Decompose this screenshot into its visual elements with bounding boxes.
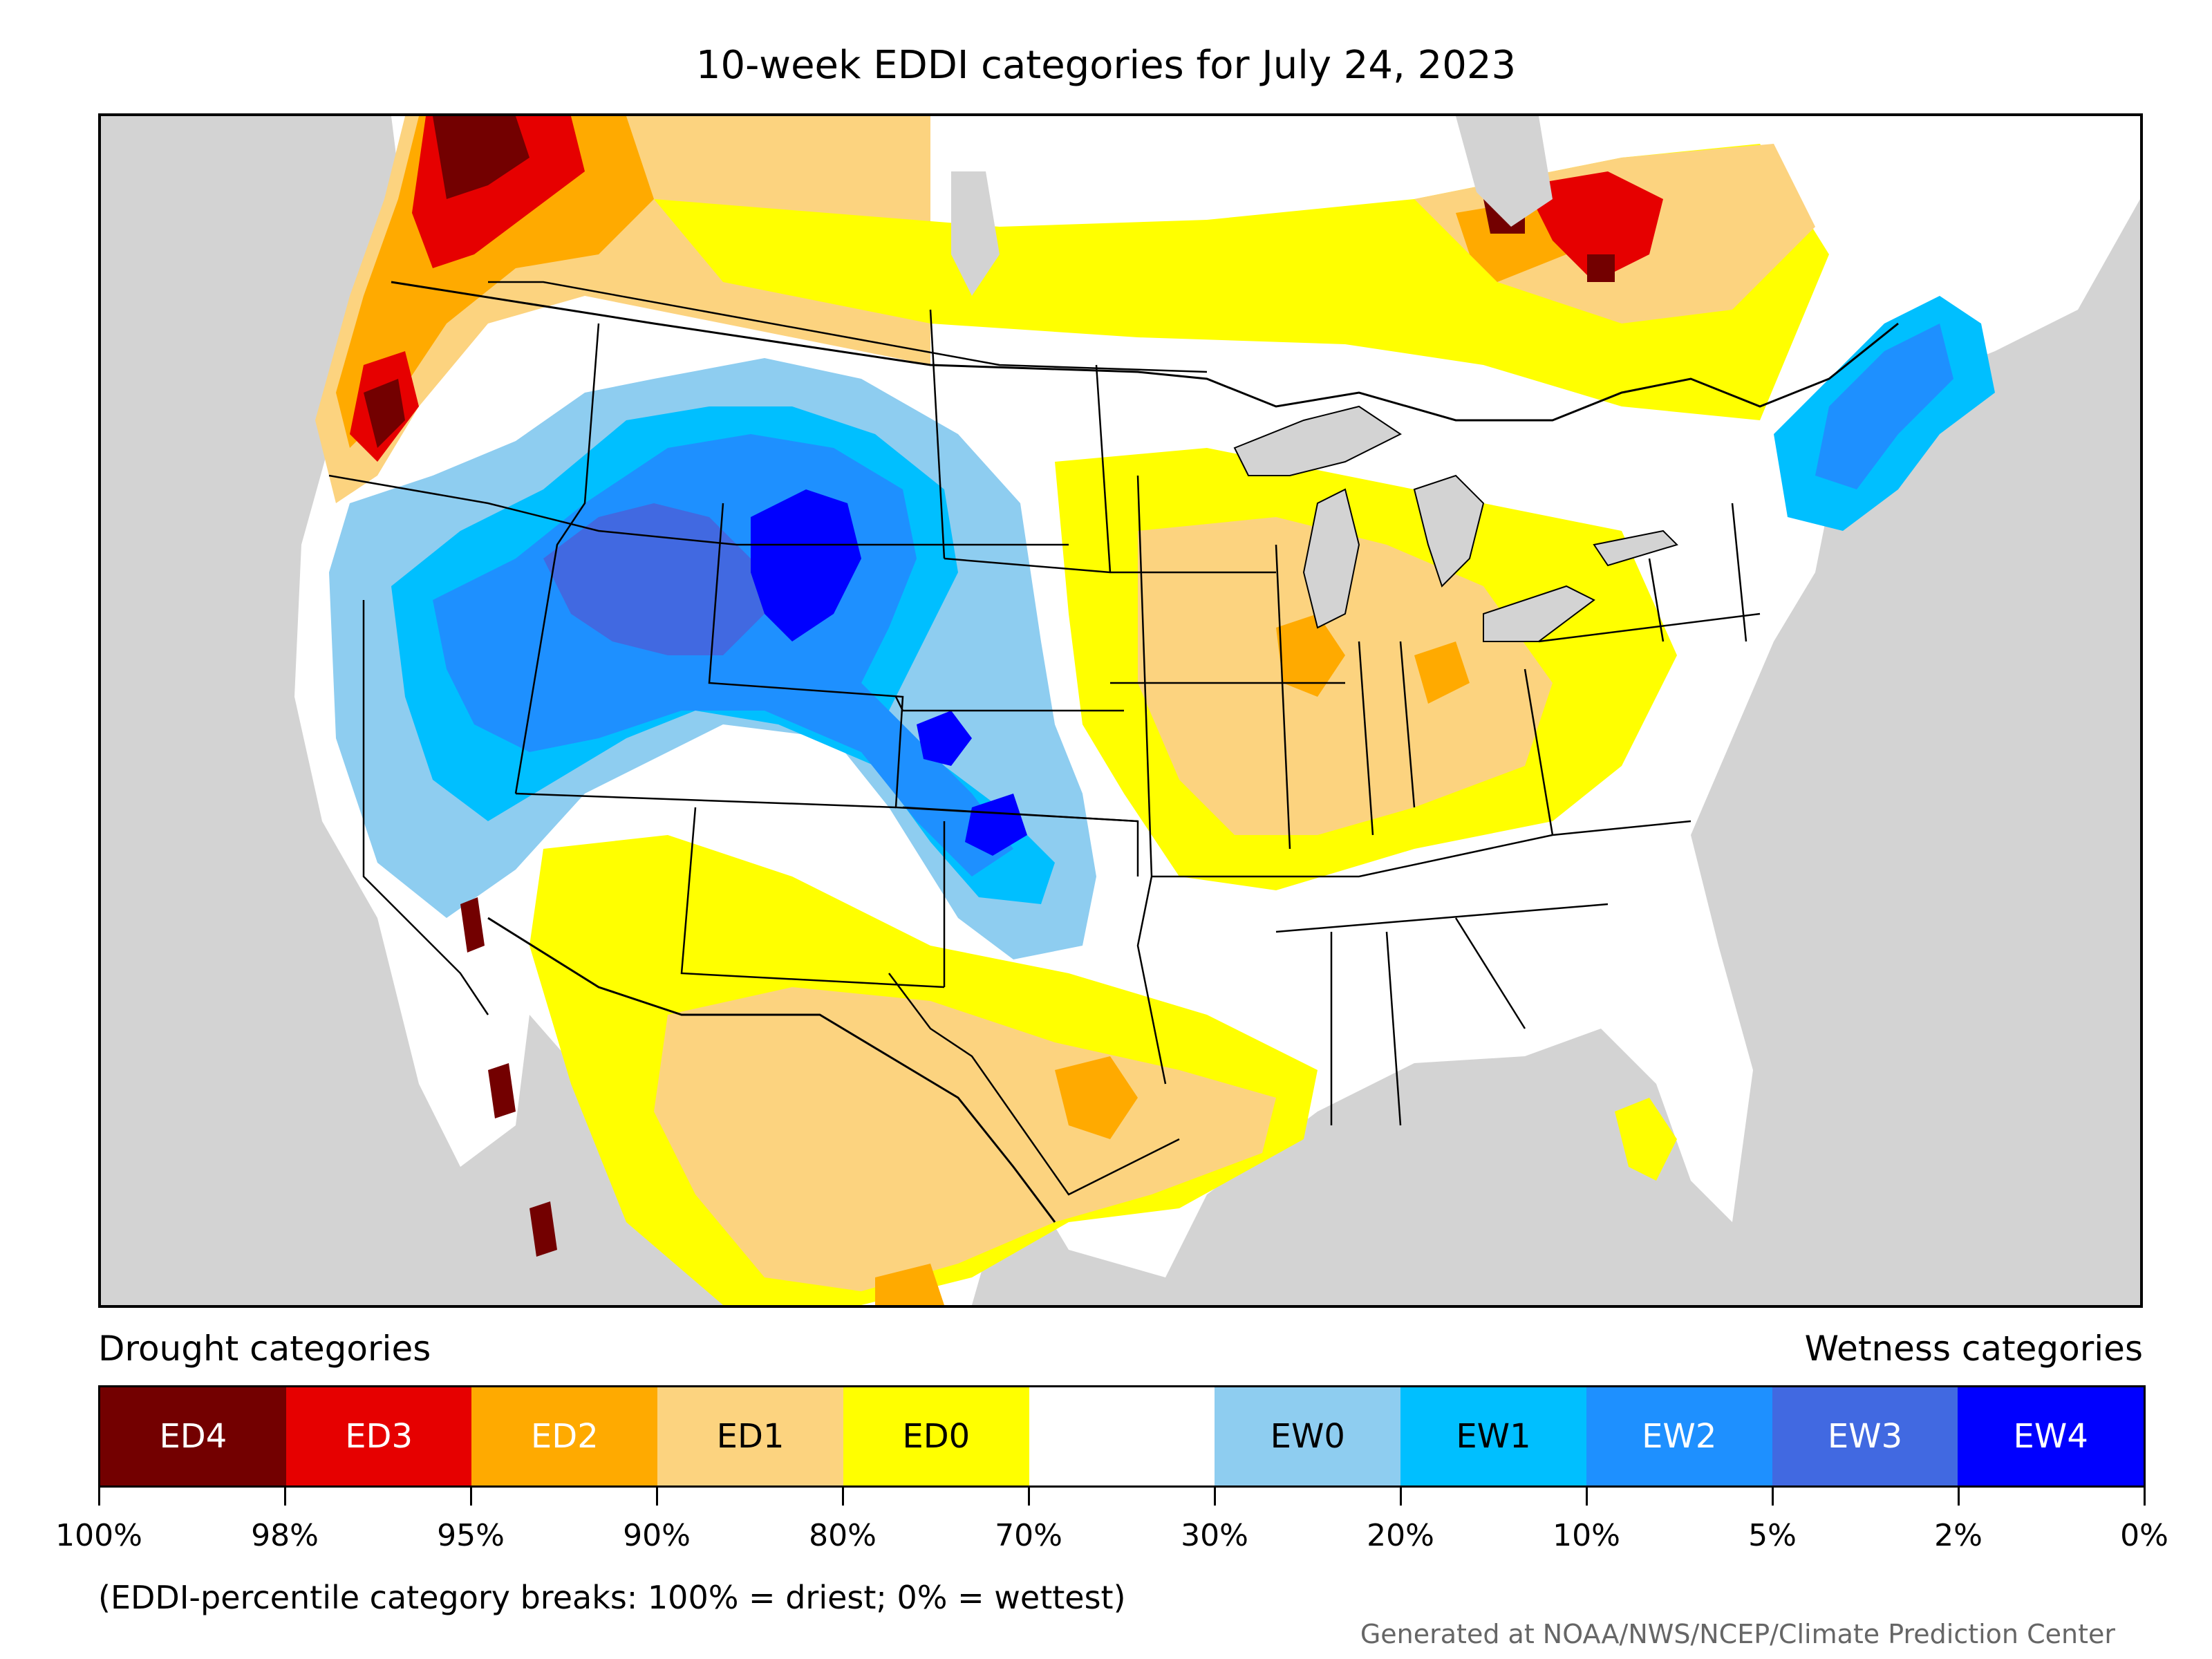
colorbar-tick-label: 90% [623, 1518, 691, 1553]
drought-pnw-ed4 [364, 116, 529, 448]
colorbar-cell-ed3: ED3 [285, 1387, 472, 1485]
colorbar-tick [1028, 1488, 1030, 1506]
wet-zone-ew4-kansas [917, 711, 1027, 856]
drought-pnw-ed3 [350, 116, 585, 462]
colorbar-cell-normal [1029, 1387, 1215, 1485]
colorbar-tick-label: 100% [55, 1518, 142, 1553]
credit-text: Generated at NOAA/NWS/NCEP/Climate Predi… [1360, 1619, 2115, 1649]
category-colorbar: ED4 ED3 ED2 ED1 ED0 EW0 EW1 EW2 EW3 EW4 [98, 1385, 2146, 1488]
hudson-bay [951, 116, 1553, 296]
state-borders [328, 281, 1761, 1196]
colorbar-tick-label: 20% [1367, 1518, 1434, 1553]
colorbar-tick-label: 70% [995, 1518, 1062, 1553]
colorbar-tick [470, 1488, 472, 1506]
colorbar-cell-ew3: EW3 [1772, 1387, 1958, 1485]
colorbar-cell-ed0: ED0 [843, 1387, 1029, 1485]
colorbar-tick-label: 30% [1181, 1518, 1248, 1553]
colorbar-tick [1214, 1488, 1216, 1506]
drought-florida-ed0 [1615, 1098, 1677, 1181]
colorbar-tick-label: 5% [1748, 1518, 1797, 1553]
colorbar-tick-label: 0% [2120, 1518, 2168, 1553]
wet-zone-ew4 [751, 489, 861, 641]
eddi-map [98, 113, 2143, 1308]
drought-categories-label: Drought categories [98, 1329, 431, 1369]
us-canada-border [391, 281, 1899, 422]
colorbar-tick [1400, 1488, 1402, 1506]
colorbar-tick [842, 1488, 844, 1506]
colorbar-cell-ew1: EW1 [1400, 1387, 1586, 1485]
colorbar-tick [1586, 1488, 1588, 1506]
colorbar-tick [656, 1488, 658, 1506]
colorbar-tick-label: 2% [1934, 1518, 1983, 1553]
colorbar-cell-ed2: ED2 [471, 1387, 658, 1485]
drought-canada-ed2 [1456, 199, 1566, 282]
colorbar-cell-ed4: ED4 [100, 1387, 286, 1485]
wet-zone-northeast-ew2 [1815, 324, 1953, 489]
colorbar-ticks [98, 1488, 2146, 1508]
colorbar-tick [1772, 1488, 1774, 1506]
drought-south-ed2 [875, 1056, 1138, 1305]
us-mexico-border [487, 917, 1056, 1223]
map-title: 10-week EDDI categories for July 24, 202… [695, 43, 1517, 88]
colorbar-tick-label: 80% [809, 1518, 877, 1553]
great-lakes [1233, 405, 1678, 642]
colorbar-cell-ew4: EW4 [1958, 1387, 2144, 1485]
drought-south-ed1 [654, 987, 1276, 1291]
colorbar-cell-ew0: EW0 [1215, 1387, 1401, 1485]
colorbar-tick [1958, 1488, 1960, 1506]
drought-baja-ed4 [460, 897, 557, 1257]
colorbar-cell-ed1: ED1 [657, 1387, 843, 1485]
drought-midwest-ed1 [1138, 517, 1553, 835]
wetness-categories-label: Wetness categories [1804, 1329, 2143, 1369]
map-canvas [294, 116, 2140, 1305]
drought-midwest-ed2 [1276, 614, 1470, 704]
drought-canada-ed3 [1525, 171, 1663, 282]
colorbar-tick [2144, 1488, 2146, 1506]
colorbar-tick [98, 1488, 100, 1506]
colorbar-cell-ew2: EW2 [1586, 1387, 1772, 1485]
colorbar-tick-label: 98% [251, 1518, 319, 1553]
colorbar-tick [284, 1488, 286, 1506]
colorbar-tick-label: 95% [437, 1518, 505, 1553]
percentile-note: (EDDI-percentile category breaks: 100% =… [98, 1579, 1126, 1616]
colorbar-tick-label: 10% [1553, 1518, 1620, 1553]
